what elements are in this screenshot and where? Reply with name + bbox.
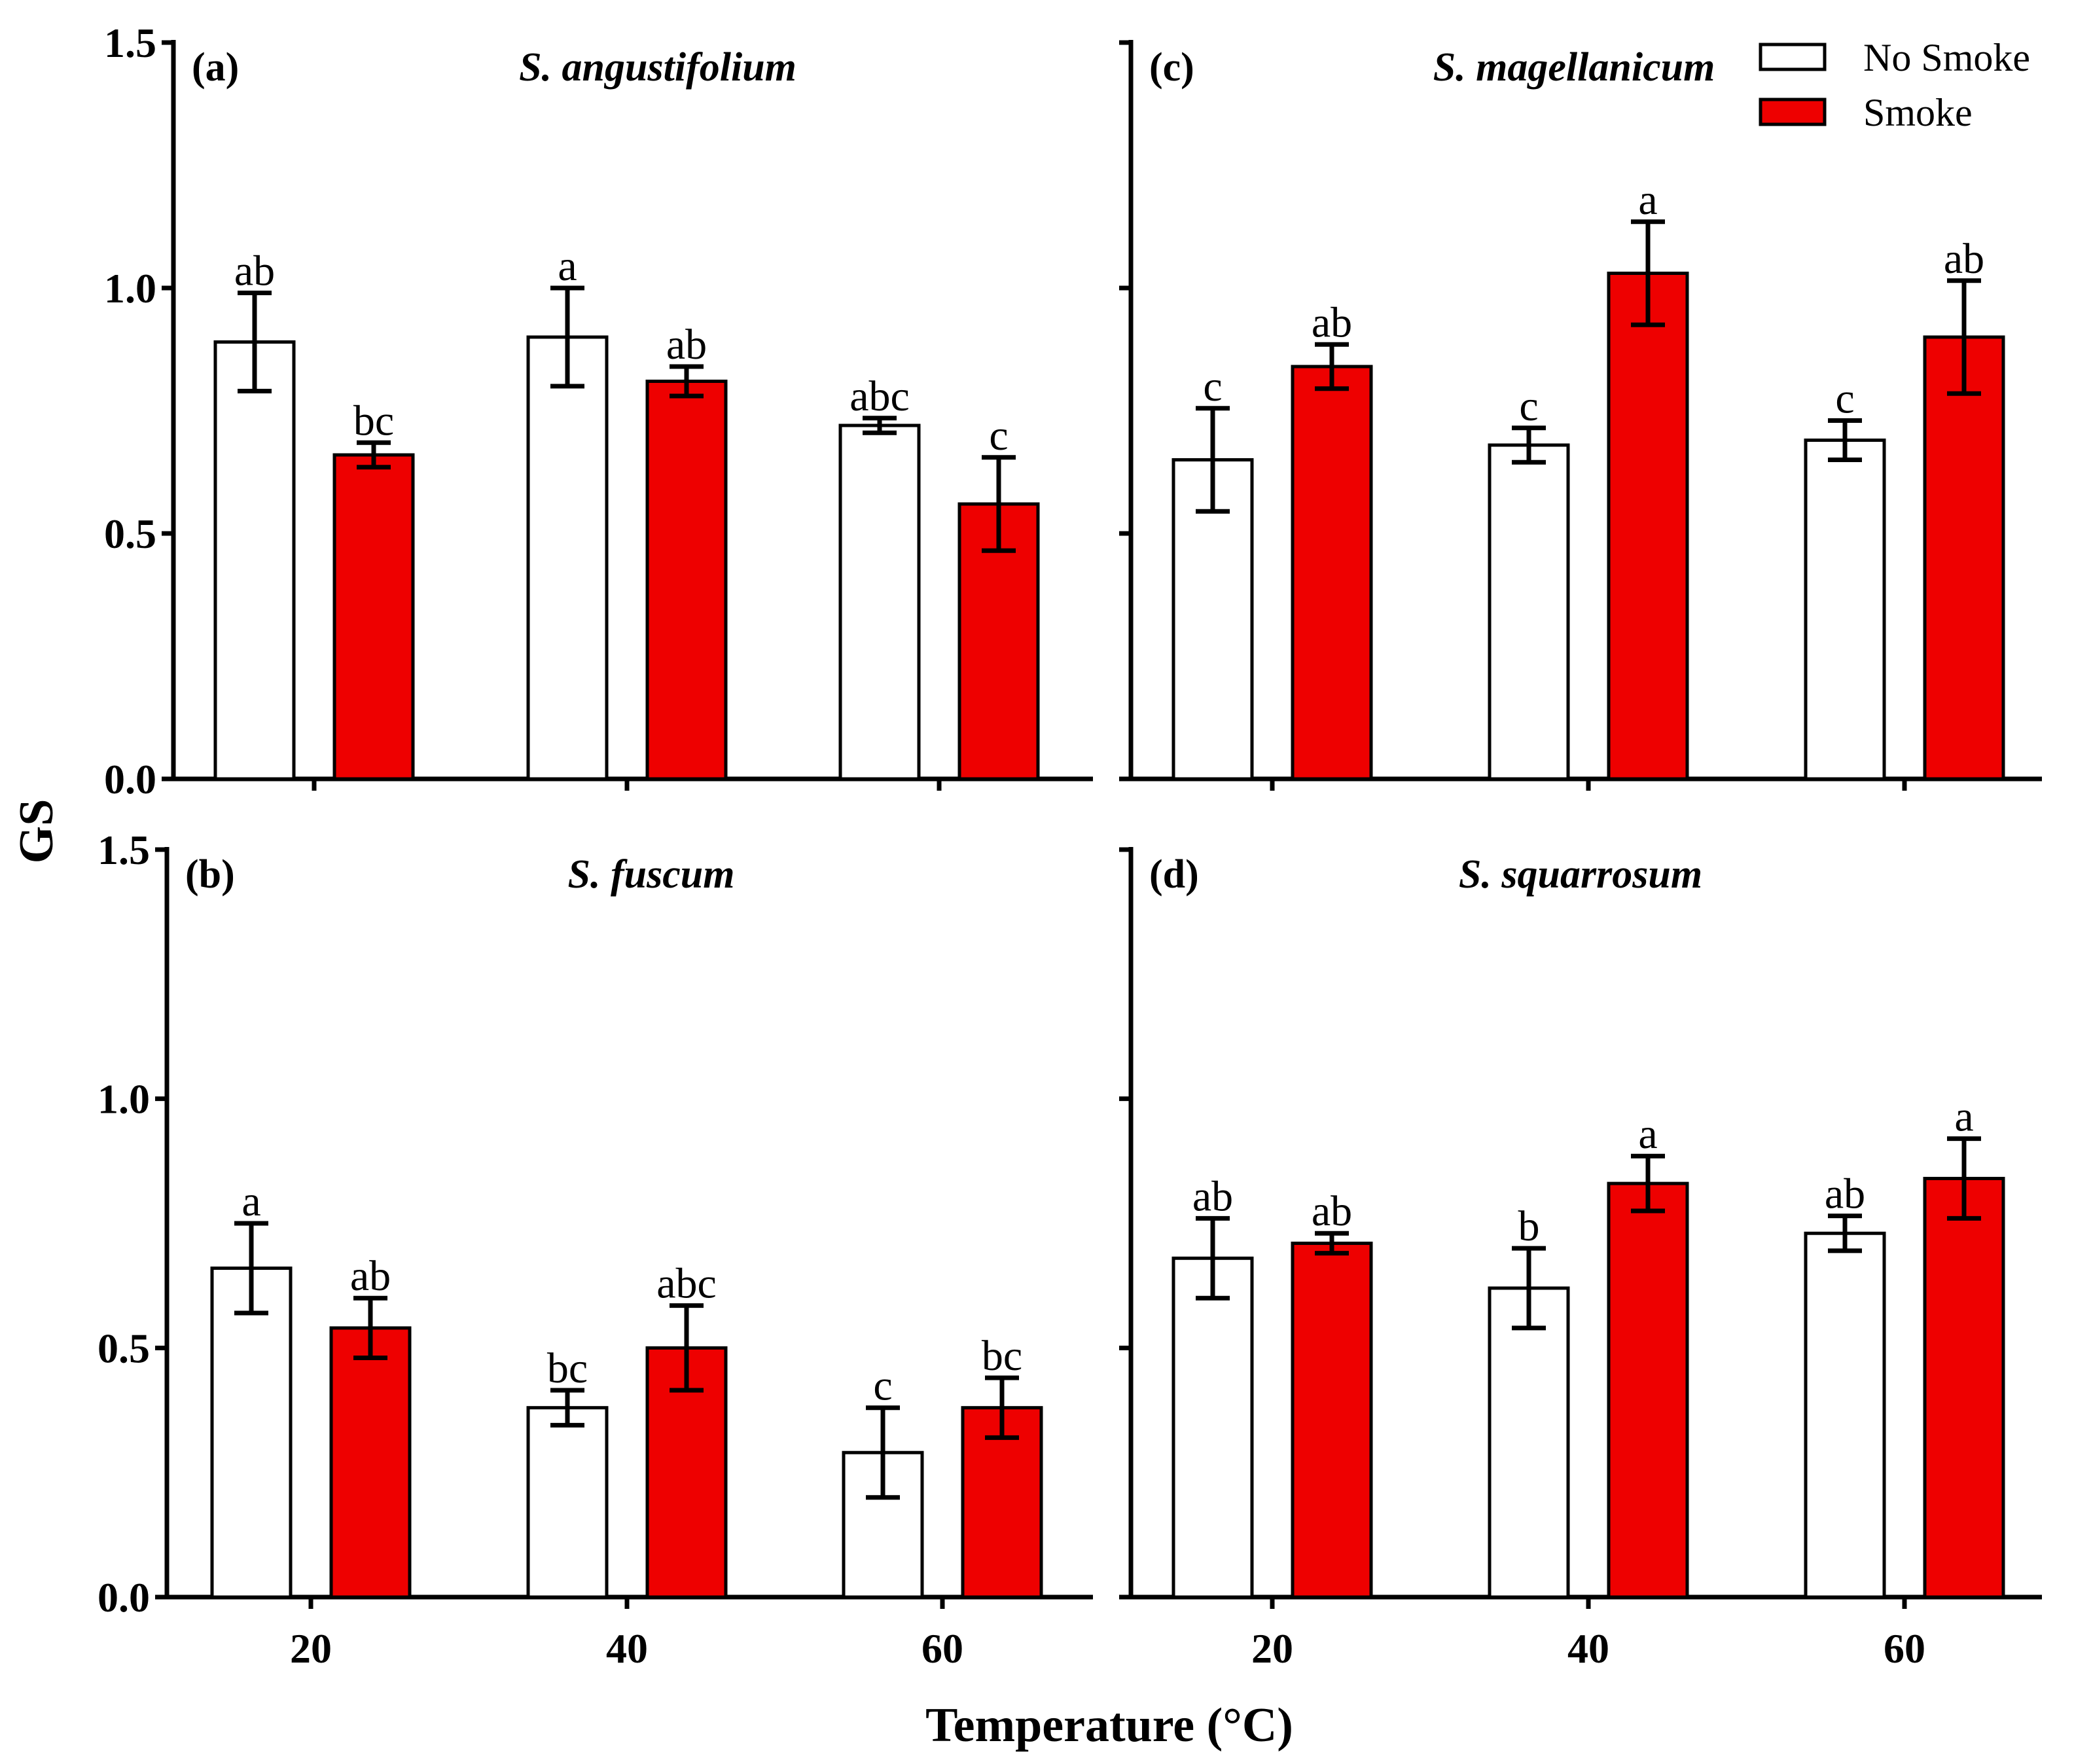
significance-label: c xyxy=(1203,363,1222,410)
bar-smoke xyxy=(1923,1176,2005,1599)
significance-label: c xyxy=(873,1362,892,1410)
x-tick-label: 40 xyxy=(1567,1625,1609,1672)
bar-no-smoke xyxy=(210,1267,293,1599)
panel-label: (a) xyxy=(192,45,239,90)
bar-no-smoke xyxy=(1171,1256,1254,1599)
panel-label: (c) xyxy=(1149,45,1194,90)
bar-smoke xyxy=(1923,335,2005,781)
x-axis-title: Temperature (°C) xyxy=(925,1699,1293,1752)
y-axis-title: GS xyxy=(10,799,63,864)
y-tick-label: 1.5 xyxy=(98,827,150,873)
legend-label: No Smoke xyxy=(1863,36,2030,79)
panel-label: (b) xyxy=(185,852,235,897)
significance-label: abc xyxy=(656,1260,717,1308)
bar-smoke xyxy=(1291,365,1373,781)
bar-no-smoke xyxy=(1488,443,1570,781)
y-tick-label: 0.5 xyxy=(104,511,156,557)
bar-no-smoke xyxy=(1488,1286,1570,1599)
panel-title: S. squarrosum xyxy=(1459,852,1702,897)
bar-no-smoke xyxy=(213,340,296,781)
significance-label: ab xyxy=(666,321,707,369)
x-tick-label: 20 xyxy=(290,1625,332,1672)
bar-smoke xyxy=(645,380,728,781)
significance-label: ab xyxy=(1944,235,1984,283)
legend-swatch xyxy=(1759,98,1827,126)
bar-smoke xyxy=(329,1326,412,1599)
significance-label: c xyxy=(1519,382,1538,430)
bar-smoke xyxy=(1291,1241,1373,1599)
y-tick-label: 1.5 xyxy=(104,20,156,66)
legend-swatch xyxy=(1759,43,1827,71)
significance-label: ab xyxy=(1312,298,1352,346)
x-tick-label: 60 xyxy=(1884,1625,1925,1672)
significance-label: bc xyxy=(982,1332,1022,1380)
panel-title: S. magellanicum xyxy=(1433,45,1715,90)
significance-label: a xyxy=(1638,1110,1657,1158)
significance-label: a xyxy=(558,242,577,290)
significance-label: ab xyxy=(234,247,275,295)
bar-no-smoke xyxy=(1804,1231,1886,1599)
significance-label: ab xyxy=(1192,1172,1233,1220)
significance-label: ab xyxy=(350,1252,391,1300)
legend: No Smoke Smoke xyxy=(1759,36,2030,134)
panel-3: 20 40 60 (d) S. squarrosum ab b ab ab a a xyxy=(1119,847,2042,1672)
bar-no-smoke xyxy=(526,1406,609,1599)
significance-label: c xyxy=(1835,375,1854,423)
panel-label: (d) xyxy=(1149,852,1199,897)
bar-no-smoke xyxy=(1171,458,1254,781)
y-tick-label: 1.0 xyxy=(98,1076,150,1123)
significance-label: b xyxy=(1518,1202,1540,1250)
y-tick-label: 0.5 xyxy=(98,1325,150,1371)
bar-smoke xyxy=(332,453,415,781)
panel-title: S. angustifolium xyxy=(519,45,796,90)
bar-smoke xyxy=(1607,272,1689,781)
y-tick-label: 0.0 xyxy=(98,1574,150,1621)
bar-no-smoke xyxy=(526,335,609,781)
significance-label: ab xyxy=(1825,1170,1865,1218)
y-tick-label: 0.0 xyxy=(104,756,156,802)
bar-smoke xyxy=(1607,1181,1689,1599)
legend-label: Smoke xyxy=(1863,91,1973,134)
significance-label: abc xyxy=(849,372,910,420)
panel-1: (c) S. magellanicum c c c ab a ab xyxy=(1119,40,2042,791)
significance-label: bc xyxy=(353,397,394,444)
significance-label: c xyxy=(989,412,1008,459)
bar-no-smoke xyxy=(838,423,921,781)
x-tick-label: 20 xyxy=(1251,1625,1293,1672)
significance-label: a xyxy=(241,1178,260,1225)
panel-title: S. fuscum xyxy=(568,852,735,897)
significance-label: ab xyxy=(1312,1187,1352,1235)
y-tick-label: 1.0 xyxy=(104,265,156,312)
significance-label: a xyxy=(1954,1093,1973,1141)
x-tick-label: 60 xyxy=(921,1625,963,1672)
x-tick-label: 40 xyxy=(606,1625,648,1672)
significance-label: bc xyxy=(547,1344,588,1392)
bar-no-smoke xyxy=(1804,439,1886,781)
significance-label: a xyxy=(1638,176,1657,224)
